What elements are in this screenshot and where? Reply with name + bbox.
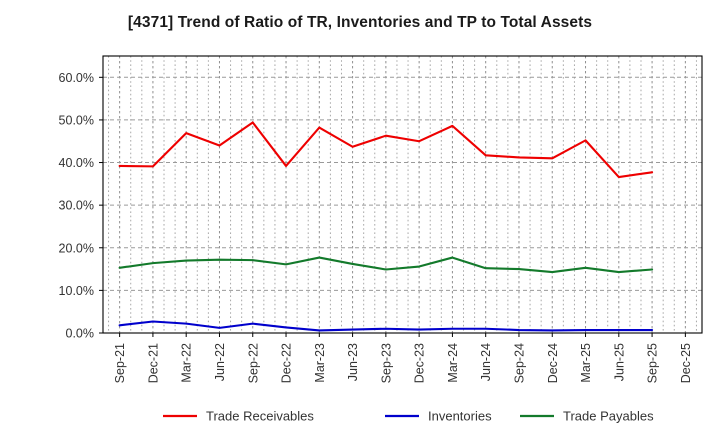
- horizontal-gridlines: [103, 76, 702, 291]
- x-axis-tick-label: Jun-23: [346, 343, 360, 381]
- x-axis-tick-label: Sep-22: [246, 343, 260, 383]
- x-axis-tick-label: Dec-24: [546, 343, 560, 383]
- y-axis-tick-label: 30.0%: [59, 199, 94, 213]
- y-axis-tick-label: 60.0%: [59, 71, 94, 85]
- plot-axes: [102, 55, 703, 334]
- x-axis-tick-label: Dec-25: [679, 343, 693, 383]
- x-axis-tick-label: Jun-25: [612, 343, 626, 381]
- x-axis-tick-label: Sep-23: [379, 343, 393, 383]
- y-axis-tick-labels: 0.0% 10.0% 20.0% 30.0% 40.0% 50.0% 60.0%: [59, 71, 103, 341]
- series-line-inventories: [118, 320, 654, 332]
- x-axis-tick-label: Sep-24: [512, 343, 526, 383]
- y-axis-tick-label: 40.0%: [59, 156, 94, 170]
- y-axis-tick-label: 50.0%: [59, 113, 94, 127]
- x-axis-tick-label: Dec-21: [146, 343, 160, 383]
- legend-label-trade-payables: Trade Payables: [563, 409, 654, 424]
- chart-title: [4371] Trend of Ratio of TR, Inventories…: [127, 14, 593, 31]
- x-axis-tick-label: Sep-21: [113, 343, 127, 383]
- series-line-trade-payables: [118, 256, 654, 274]
- x-axis-tick-label: Mar-22: [180, 343, 194, 383]
- x-axis-tick-label: Mar-24: [446, 343, 460, 383]
- legend-label-trade-receivables: Trade Receivables: [206, 409, 314, 424]
- x-axis-tick-label: Jun-24: [479, 343, 493, 381]
- series-line-trade-receivables: [118, 121, 654, 179]
- x-axis-tick-labels: Sep-21 Dec-21 Mar-22 Jun-22 Sep-22 Dec-22 Mar-…: [113, 333, 693, 383]
- data-series-group: [118, 121, 654, 332]
- x-axis-tick-label: Mar-25: [579, 343, 593, 383]
- x-axis-tick-label: Jun-22: [213, 343, 227, 381]
- legend-label-inventories: Inventories: [428, 409, 492, 424]
- vertical-minor-gridlines: [108, 56, 697, 333]
- x-axis-tick-label: Mar-23: [313, 343, 327, 383]
- chart-legend: Trade Receivables Inventories Trade Payabl…: [163, 409, 654, 424]
- y-axis-tick-label: 10.0%: [59, 284, 94, 298]
- x-axis-tick-label: Sep-25: [646, 343, 660, 383]
- y-axis-tick-label: 0.0%: [66, 327, 95, 341]
- x-axis-tick-label: Dec-22: [280, 343, 294, 383]
- x-axis-tick-label: Dec-23: [413, 343, 427, 383]
- y-axis-tick-label: 20.0%: [59, 241, 94, 255]
